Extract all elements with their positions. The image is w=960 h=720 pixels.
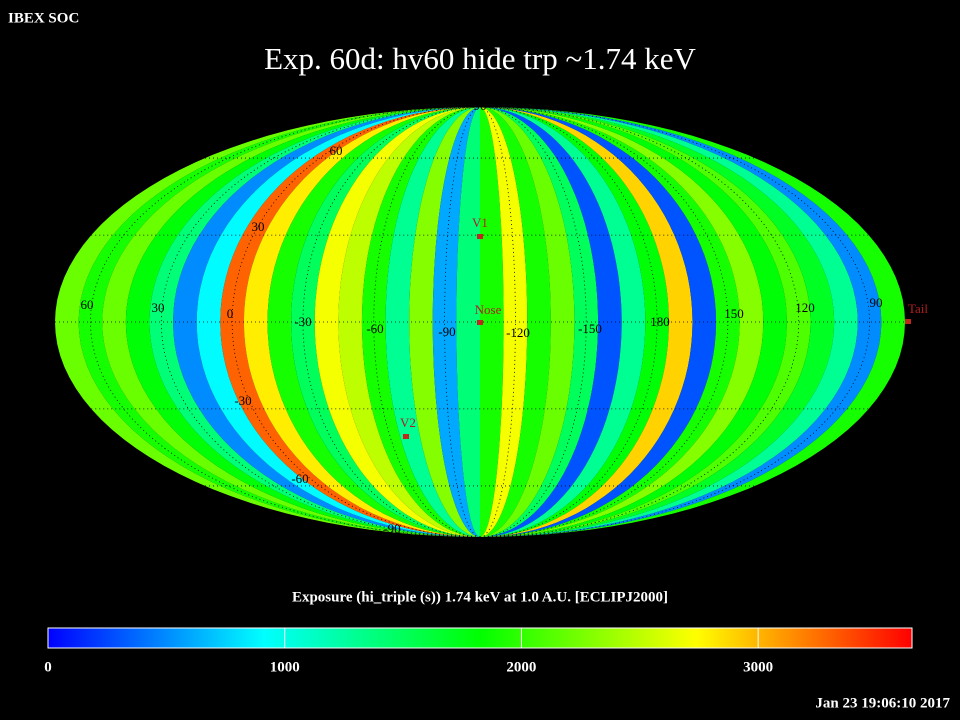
latitude-label: 30 [252, 219, 265, 234]
colorbar-tick-label: 2000 [506, 659, 536, 675]
map-title: Exp. 60d: hv60 hide trp ~1.74 keV [264, 41, 696, 76]
exposure-band [385, 107, 480, 537]
colorbar-tick-label: 1000 [270, 659, 300, 675]
exposure-band [480, 107, 622, 537]
colorbar-tick-label: 0 [44, 659, 52, 675]
longitude-label: -90 [438, 324, 455, 339]
exposure-band [361, 107, 480, 537]
longitude-label: 60 [81, 297, 94, 312]
marker-label: Tail [908, 301, 928, 316]
exposure-band [480, 107, 646, 537]
marker-label: V2 [400, 415, 416, 430]
marker-label: V1 [472, 215, 488, 230]
longitude-label: -150 [578, 321, 602, 336]
timestamp: Jan 23 19:06:10 2017 [815, 695, 950, 711]
exposure-band [314, 107, 480, 537]
meridian [302, 106, 481, 538]
source-label: IBEX SOC [8, 10, 79, 26]
exposure-band [456, 107, 480, 537]
longitude-label: -60 [366, 321, 383, 336]
latitude-label: 60 [330, 143, 343, 158]
exposure-band [409, 107, 480, 537]
latitude-label: 90 [474, 98, 487, 113]
marker-dot [477, 320, 483, 325]
meridian [479, 106, 658, 538]
longitude-label: 180 [650, 314, 670, 329]
colorbar-scale [47, 627, 913, 649]
colorbar-tick-label: 3000 [743, 659, 773, 675]
marker-dot [905, 319, 911, 324]
longitude-label: 90 [870, 295, 883, 310]
colorbar-label: Exposure (hi_triple (s)) 1.74 keV at 1.0… [292, 589, 668, 605]
exposure-band [338, 107, 480, 537]
exposure-band [480, 107, 551, 537]
meridian [479, 106, 870, 538]
longitude-label: -120 [506, 325, 530, 340]
meridian [479, 106, 729, 538]
meridian [90, 106, 481, 538]
meridian [231, 106, 481, 538]
longitude-label: 0 [227, 306, 234, 321]
meridian [479, 106, 587, 538]
marker-dot [477, 234, 483, 239]
marker-label: Nose [475, 302, 502, 317]
longitude-label: -30 [294, 314, 311, 329]
longitude-label: 120 [795, 300, 815, 315]
latitude-label: -60 [291, 471, 308, 486]
colorbar: 0 1000 2000 3000 [44, 627, 913, 675]
exposure-band [480, 107, 599, 537]
marker-dot [403, 434, 409, 439]
map: 60 30 0 -30 -60 -90 -120 -150 180 150 120 90 90 60 30 -… [55, 98, 928, 538]
meridian [373, 106, 481, 538]
latitude-label: -90 [383, 521, 400, 536]
latitude-label: -30 [234, 393, 251, 408]
longitude-label: 150 [724, 306, 744, 321]
exposure-band [480, 107, 575, 537]
longitude-label: 30 [152, 300, 165, 315]
